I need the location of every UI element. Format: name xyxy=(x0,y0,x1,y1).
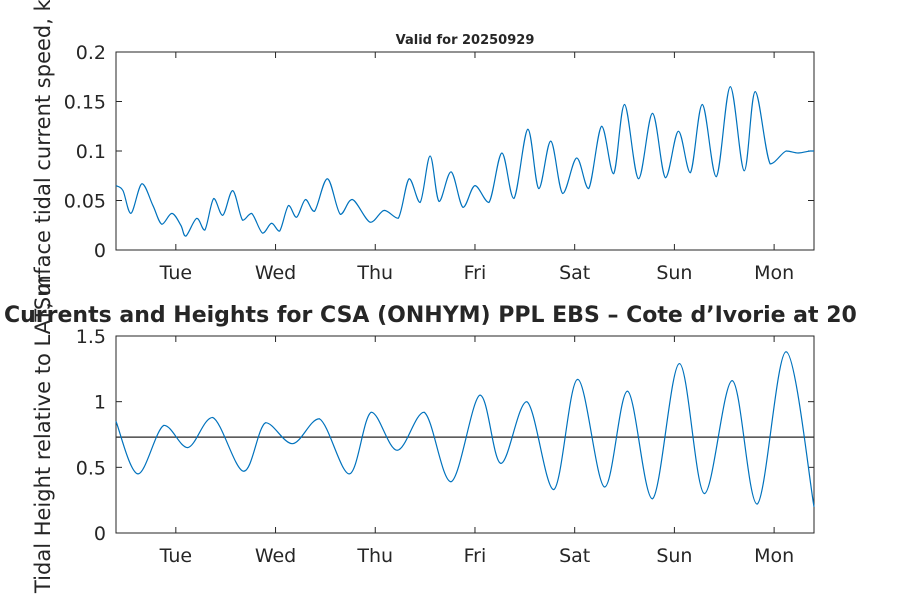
current-speed-chart-title: Valid for 20250929 xyxy=(396,33,535,48)
tidal-height-x-tick-label: Tue xyxy=(159,545,192,567)
tidal-height-y-tick-label: 1.5 xyxy=(76,326,106,348)
tidal-height-series xyxy=(115,351,815,507)
tidal-height-x-tick-label: Mon xyxy=(754,545,794,567)
current-speed-y-tick-label: 0.15 xyxy=(64,92,106,114)
tidal-height-axes: Tue Wed Thu Fri Sat Sun Mon 0 0.5 1 1.5 Tidal Heig… xyxy=(31,275,815,594)
current-speed-y-tick-label: 0.2 xyxy=(76,42,106,64)
tidal-height-x-tick-label: Sun xyxy=(656,545,692,567)
current-speed-y-tick-label: 0.05 xyxy=(64,191,106,213)
current-speed-x-tick-label: Thu xyxy=(356,262,393,284)
tidal-height-y-tick-label: 1 xyxy=(94,392,106,414)
tidal-height-series-line xyxy=(115,351,815,507)
current-speed-x-tick-label: Tue xyxy=(159,262,192,284)
current-speed-x-tick-label: Mon xyxy=(754,262,794,284)
current-speed-y-tick-label: 0 xyxy=(94,240,106,262)
current-speed-x-tick-label: Wed xyxy=(255,262,296,284)
current-speed-x-tick-label: Fri xyxy=(464,262,487,284)
current-speed-series xyxy=(115,86,814,237)
current-speed-y-tick-label: 0.1 xyxy=(76,141,106,163)
current-speed-y-axis-label: Surface tidal current speed, kn xyxy=(31,0,55,310)
current-speed-x-tick-label: Sun xyxy=(656,262,692,284)
tidal-height-ticks: Tue Wed Thu Fri Sat Sun Mon 0 0.5 1 1.5 xyxy=(76,326,814,567)
tidal-height-plot-area xyxy=(115,335,815,534)
figure-main-title: Currents and Heights for CSA (ONHYM) PPL… xyxy=(4,303,857,328)
tidal-height-x-tick-label: Fri xyxy=(464,545,487,567)
tidal-height-y-tick-label: 0 xyxy=(94,523,106,545)
current-speed-series-line xyxy=(115,86,814,237)
current-speed-x-tick-label: Sat xyxy=(559,262,590,284)
current-speed-ticks: Tue Wed Thu Fri Sat Sun Mon 0 0.05 0.1 0.15 0.2 xyxy=(64,42,814,284)
current-speed-plot-area xyxy=(115,51,815,251)
tidal-height-x-tick-label: Wed xyxy=(255,545,296,567)
tidal-height-x-tick-label: Sat xyxy=(559,545,590,567)
tidal-height-y-tick-label: 0.5 xyxy=(76,457,106,479)
tidal-height-y-axis-label: Tidal Height relative to LAT, m xyxy=(31,275,55,594)
tidal-height-x-tick-label: Thu xyxy=(356,545,393,567)
current-speed-axes: Tue Wed Thu Fri Sat Sun Mon 0 0.05 0.1 0.15 0.2 Val… xyxy=(31,0,815,310)
